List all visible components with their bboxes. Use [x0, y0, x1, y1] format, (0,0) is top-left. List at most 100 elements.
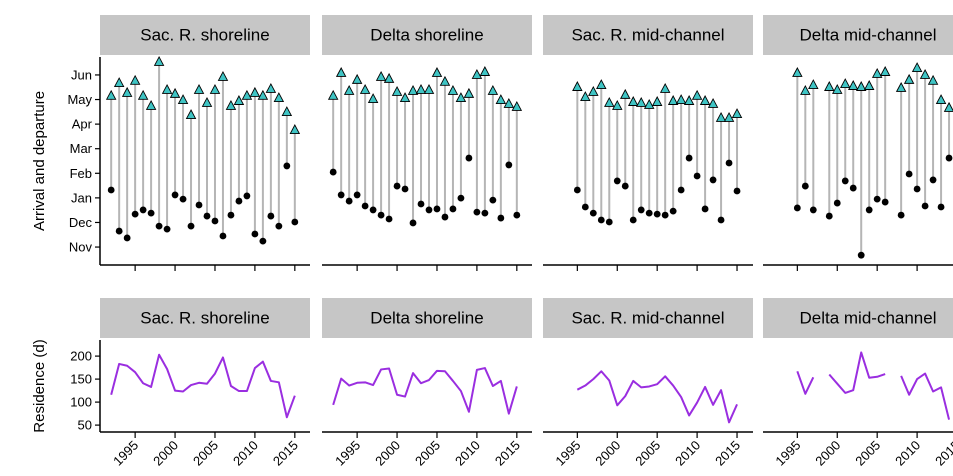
arrival-point — [661, 211, 669, 219]
departure-point — [824, 81, 835, 91]
strip-title: Sac. R. mid-channel — [571, 308, 724, 327]
arrival-point — [163, 225, 171, 233]
arrival-point — [123, 234, 131, 242]
arrival-point — [709, 176, 717, 184]
arrival-point — [417, 200, 425, 208]
departure-point — [479, 66, 491, 76]
arrival-point — [825, 212, 833, 220]
arrival-point — [251, 230, 259, 238]
arrival-point — [227, 211, 235, 219]
departure-point — [511, 100, 523, 111]
y-tick-label: Apr — [72, 117, 93, 132]
arrival-point — [369, 206, 377, 214]
arrival-point — [195, 201, 203, 209]
arrival-point — [275, 222, 283, 230]
arrival-point — [857, 251, 865, 259]
arrival-point — [581, 203, 589, 211]
arrival-point — [613, 177, 621, 185]
arrival-point — [865, 206, 873, 214]
arrival-point — [353, 191, 361, 199]
departure-point — [455, 92, 467, 103]
departure-point — [612, 99, 623, 110]
arrival-point — [717, 216, 725, 224]
departure-point — [249, 86, 261, 97]
arrival-point — [131, 210, 139, 218]
x-tick-label: 2000 — [592, 438, 623, 469]
departure-point — [683, 95, 695, 105]
x-tick-label: 2010 — [230, 438, 261, 469]
strip — [100, 298, 310, 338]
departure-point — [105, 89, 117, 100]
arrival-point — [937, 203, 945, 211]
arrival-point — [283, 162, 291, 170]
arrival-point — [259, 237, 267, 245]
arrival-point — [107, 186, 115, 194]
arrival-point — [897, 211, 905, 219]
departure-point — [169, 87, 181, 98]
strip — [763, 15, 953, 55]
departure-point — [699, 95, 711, 105]
arrival-point — [669, 207, 677, 215]
arrival-point — [793, 204, 801, 212]
departure-point — [185, 109, 197, 119]
arrival-point — [489, 196, 497, 204]
y-tick-label: Nov — [69, 240, 93, 255]
x-tick-label: 1995 — [332, 438, 363, 469]
arrival-point — [913, 185, 921, 193]
departure-point — [903, 73, 915, 84]
strip-title: Sac. R. shoreline — [140, 308, 269, 327]
departure-point — [855, 81, 867, 91]
arrival-point — [219, 232, 227, 240]
arrival-point — [171, 191, 179, 199]
strip — [543, 15, 753, 55]
arrival-point — [211, 217, 219, 225]
departure-point — [651, 96, 663, 106]
departure-point — [327, 89, 339, 100]
residence-line — [576, 370, 738, 424]
departure-point — [572, 81, 583, 91]
departure-point — [588, 85, 599, 96]
arrival-point — [337, 191, 345, 199]
departure-point — [335, 67, 347, 77]
x-tick-label: 2005 — [190, 438, 221, 469]
arrival-point — [693, 172, 701, 180]
departure-point — [943, 101, 953, 112]
departure-point — [619, 88, 631, 99]
departure-point — [399, 92, 411, 103]
arrival-point — [513, 211, 521, 219]
departure-point — [487, 84, 499, 95]
departure-point — [383, 72, 395, 83]
departure-point — [193, 83, 205, 94]
departure-point — [792, 67, 803, 77]
arrival-point — [801, 182, 809, 190]
arrival-point — [179, 195, 187, 203]
arrival-point — [155, 222, 163, 230]
x-tick-label: 2015 — [270, 438, 301, 469]
departure-point — [415, 83, 427, 94]
arrival-point — [597, 216, 605, 224]
departure-point — [343, 84, 355, 95]
arrival-point — [841, 177, 849, 185]
departure-point — [121, 86, 133, 97]
y-tick-label: May — [67, 92, 92, 107]
x-tick-label: 2000 — [372, 438, 403, 469]
departure-point — [627, 96, 639, 106]
departure-point — [935, 94, 947, 104]
departure-point — [225, 99, 237, 110]
arrival-point — [701, 205, 709, 213]
x-tick-label: 2015 — [492, 438, 523, 469]
departure-point — [471, 68, 483, 79]
y-tick-label: Dec — [69, 215, 93, 230]
arrival-point — [929, 176, 937, 184]
arrival-point — [605, 218, 613, 226]
arrival-point — [589, 209, 597, 217]
arrival-point — [629, 216, 637, 224]
x-tick-label: 2000 — [812, 438, 843, 469]
departure-point — [241, 89, 253, 100]
arrival-point — [945, 154, 953, 162]
departure-point — [911, 62, 923, 73]
arrival-point — [733, 187, 741, 195]
y-tick-label: 150 — [70, 372, 92, 387]
departure-point — [808, 79, 819, 89]
departure-point — [423, 83, 435, 94]
